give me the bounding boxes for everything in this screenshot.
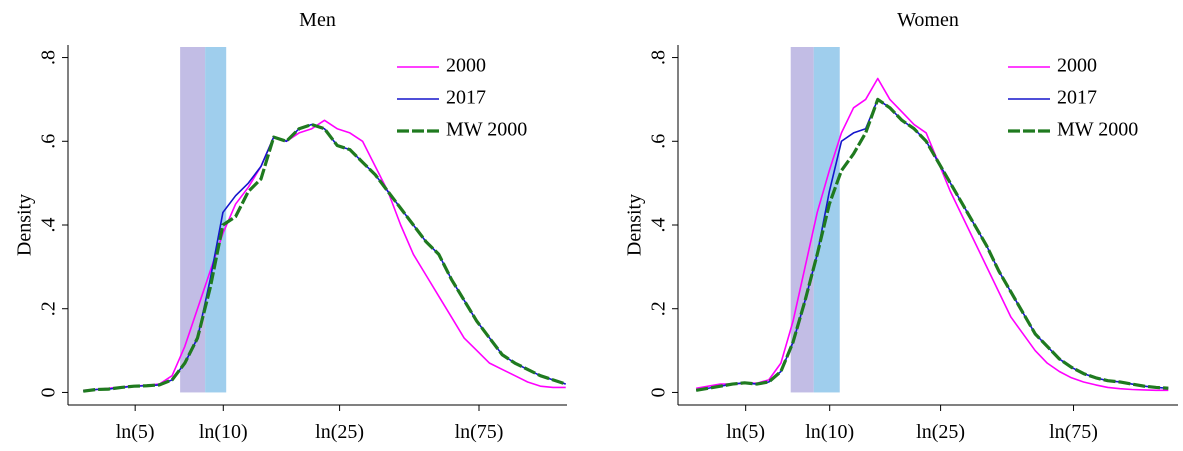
- series-line: [696, 77, 1169, 392]
- y-tick-label: .6: [38, 134, 60, 149]
- x-tick-label: ln(25): [916, 421, 965, 443]
- series-line: [83, 119, 566, 392]
- panel: Women Density 0 .2 .4 .6 .8 ln(5) ln(10) ln(25) ln…: [624, 9, 1178, 443]
- x-tick-label: ln(75): [1049, 421, 1098, 443]
- series-line: [696, 98, 1169, 392]
- y-axis-label: Density: [624, 194, 646, 256]
- y-tick-label: .8: [38, 50, 60, 65]
- legend-label: MW 2000: [1057, 119, 1138, 141]
- legend-label: 2000: [446, 55, 486, 77]
- y-tick-label: .4: [648, 218, 670, 233]
- panel: Men Density 0 .2 .4 .6 .8 ln(5) ln(10) ln(25) ln(7…: [14, 9, 567, 443]
- y-tick-label: .6: [648, 134, 670, 149]
- panel-title: Men: [299, 9, 336, 31]
- series-line: [695, 97, 1169, 392]
- y-tick-label: 0: [38, 387, 60, 397]
- y-axis-label: Density: [14, 194, 36, 256]
- x-tick-label: ln(75): [455, 421, 504, 443]
- y-tick-label: .4: [38, 218, 60, 233]
- y-tick-label: .8: [648, 50, 670, 65]
- x-tick-label: ln(25): [315, 421, 364, 443]
- x-tick-label: ln(10): [805, 421, 854, 443]
- shaded-region: [180, 47, 206, 393]
- y-tick-label: .2: [648, 301, 670, 316]
- series-line: [83, 123, 566, 392]
- x-tick-label: ln(5): [726, 421, 765, 443]
- x-tick-label: ln(5): [116, 421, 155, 443]
- panel-title: Women: [897, 9, 959, 31]
- series-line: [83, 122, 567, 393]
- y-tick-label: 0: [648, 387, 670, 397]
- legend-label: MW 2000: [446, 119, 527, 141]
- legend-label: 2017: [446, 87, 486, 109]
- x-tick-label: ln(10): [199, 421, 248, 443]
- legend-label: 2000: [1057, 55, 1097, 77]
- y-tick-label: .2: [38, 301, 60, 316]
- shaded-region: [205, 47, 227, 393]
- legend-label: 2017: [1057, 87, 1097, 109]
